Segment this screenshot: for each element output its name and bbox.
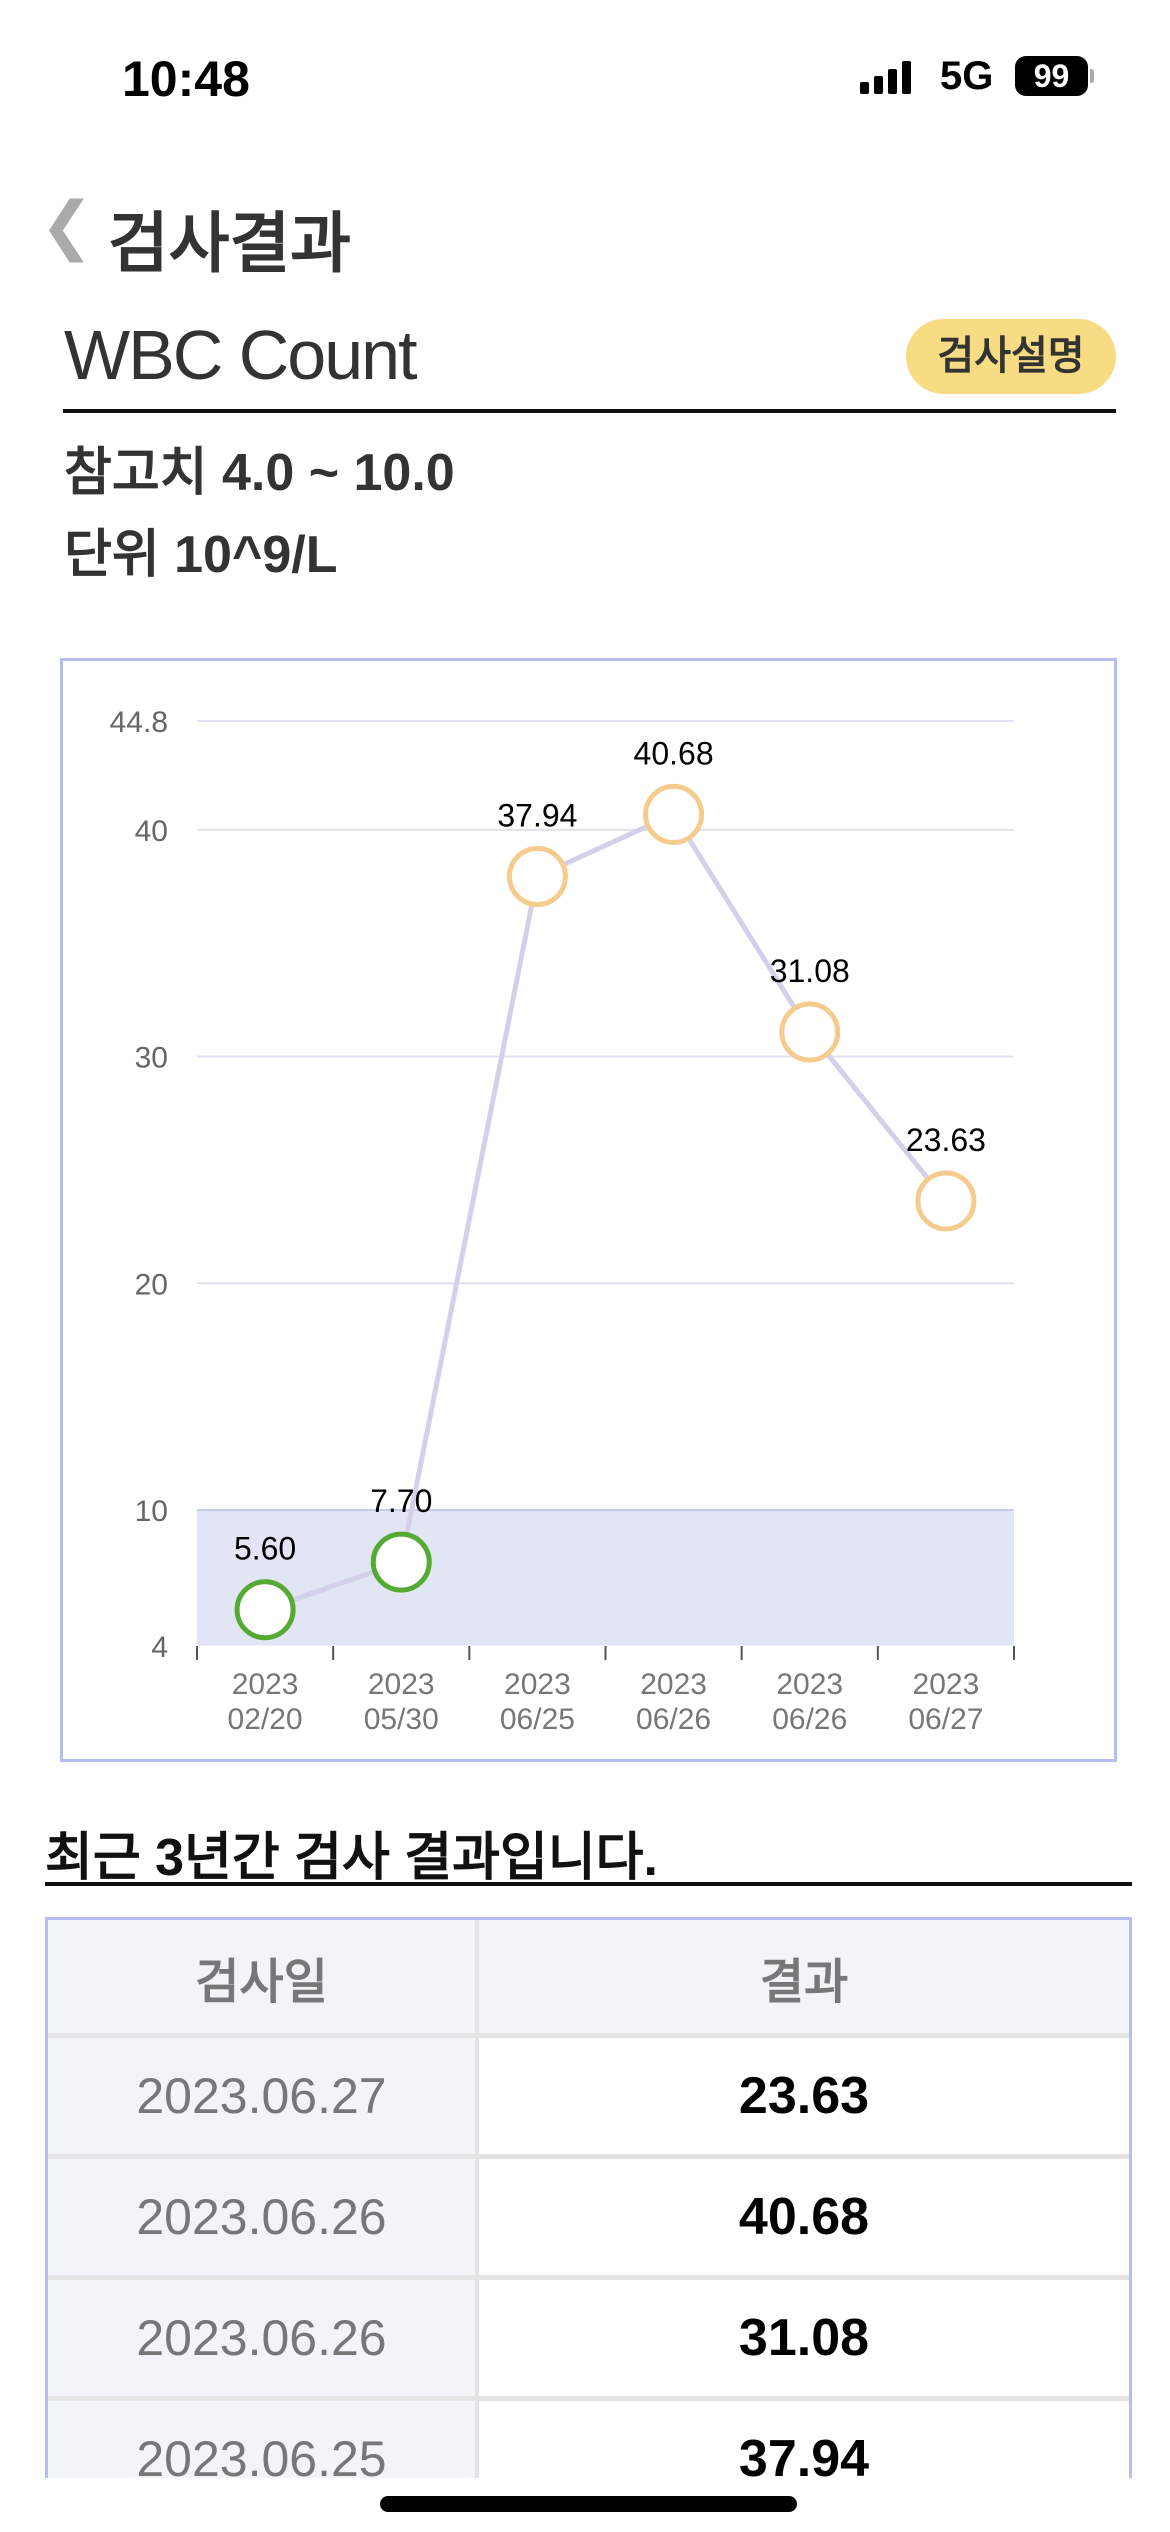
series-line: [264, 811, 948, 1613]
x-tick-label: 2023: [913, 1668, 980, 1701]
date-cell: 2023.06.26: [48, 2159, 479, 2275]
data-label: 31.08: [770, 953, 850, 989]
date-cell: 2023.06.26: [48, 2280, 479, 2396]
data-label: 7.70: [370, 1483, 432, 1519]
page-title: 검사결과: [108, 206, 351, 280]
y-tick-label: 4: [151, 1631, 168, 1664]
data-label: 5.60: [234, 1531, 296, 1567]
table-row: 2023.06.26 40.68: [48, 2159, 1129, 2280]
status-time: 10:48: [122, 51, 250, 107]
data-label: 37.94: [497, 798, 577, 834]
x-tick-label: 05/30: [364, 1703, 439, 1736]
data-point: [779, 1001, 841, 1063]
column-header-date: 검사일: [48, 1920, 479, 2033]
wbc-line-chart: 41020304044.8202302/20202305/30202306/25…: [110, 706, 1015, 1736]
result-cell: 40.68: [738, 2188, 870, 2246]
x-tick-label: 2023: [504, 1668, 571, 1701]
data-point: [643, 783, 705, 845]
y-tick-label: 40: [135, 815, 168, 848]
reference-range: 참고치 4.0 ~ 10.0: [64, 444, 455, 502]
divider: [45, 1882, 1132, 1886]
y-tick-label: 30: [135, 1042, 168, 1075]
table-header: 검사일 결과: [48, 1920, 1129, 2038]
unit-label: 단위 10^9/L: [64, 526, 338, 584]
x-tick-label: 2023: [776, 1668, 843, 1701]
chart-frame: [60, 658, 1117, 1762]
data-label: 23.63: [906, 1122, 986, 1158]
result-cell: 37.94: [738, 2430, 870, 2478]
history-table: 검사일 결과 2023.06.27 23.63 2023.06.26 40.68 2…: [45, 1917, 1132, 2478]
date-cell: 2023.06.25: [48, 2401, 479, 2478]
column-header-result: 결과: [479, 1920, 1129, 2033]
table-row: 2023.06.26 31.08: [48, 2280, 1129, 2401]
x-tick-label: 2023: [368, 1668, 435, 1701]
test-name: WBC Count: [64, 316, 418, 394]
y-tick-label: 20: [135, 1268, 168, 1301]
table-row: 2023.06.25 37.94: [48, 2401, 1129, 2478]
back-chevron-icon[interactable]: ❮: [40, 189, 94, 261]
table-row: 2023.06.27 23.63: [48, 2038, 1129, 2159]
divider: [63, 409, 1116, 413]
x-tick-label: 2023: [640, 1668, 707, 1701]
x-tick-label: 2023: [232, 1668, 299, 1701]
data-point: [915, 1170, 977, 1232]
signal-icon: [860, 60, 911, 94]
battery-cap: [1090, 69, 1094, 83]
y-tick-label: 44.8: [110, 706, 168, 739]
x-tick-label: 02/20: [228, 1703, 303, 1736]
data-point: [506, 846, 568, 908]
result-cell: 31.08: [738, 2309, 870, 2367]
history-heading: 최근 3년간 검사 결과입니다.: [45, 1829, 658, 1887]
date-cell: 2023.06.27: [48, 2038, 479, 2154]
result-cell: 23.63: [738, 2067, 870, 2125]
x-tick-label: 06/27: [908, 1703, 983, 1736]
x-tick-label: 06/26: [772, 1703, 847, 1736]
data-point: [370, 1531, 432, 1593]
data-point: [234, 1579, 296, 1641]
network-label: 5G: [940, 54, 994, 98]
x-tick-label: 06/26: [636, 1703, 711, 1736]
y-tick-label: 10: [135, 1495, 168, 1528]
normal-range-band: [197, 1509, 1014, 1646]
battery-icon: 99: [1015, 56, 1088, 96]
data-label: 40.68: [634, 735, 714, 771]
home-indicator[interactable]: [380, 2496, 797, 2512]
x-tick-label: 06/25: [500, 1703, 575, 1736]
test-info-button[interactable]: 검사설명: [906, 319, 1116, 394]
